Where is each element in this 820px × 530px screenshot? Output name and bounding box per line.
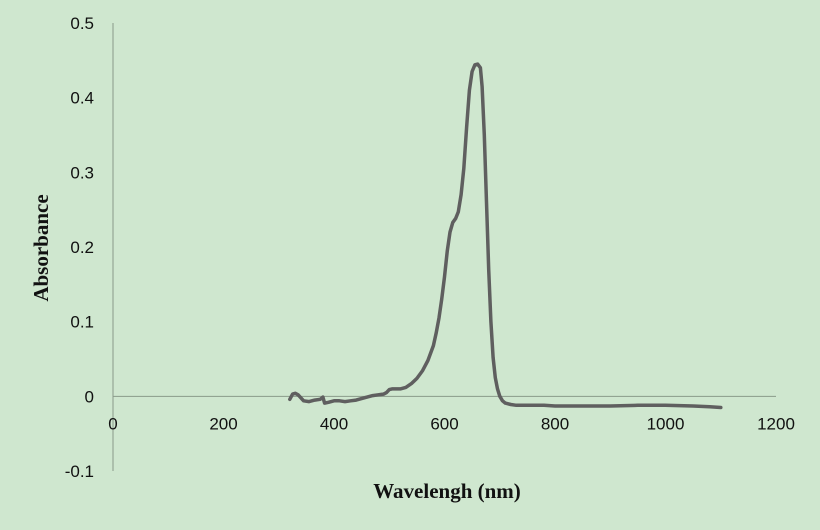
tick-labels: 0 200 400 600 800 1000 1200 -0.1 0 0.1 0.2 0.3 0.4 0.… xyxy=(65,14,795,481)
absorbance-series-line xyxy=(288,62,723,410)
x-tick-label: 1200 xyxy=(757,414,795,433)
y-axis-title: Absorbance xyxy=(29,194,53,301)
y-tick-label: 0.2 xyxy=(70,238,94,257)
y-tick-label: -0.1 xyxy=(65,462,94,481)
y-tick-label: 0.5 xyxy=(70,14,94,33)
x-tick-label: 400 xyxy=(320,414,348,433)
y-tick-label: 0.3 xyxy=(70,163,94,182)
x-tick-label: 200 xyxy=(209,414,237,433)
x-tick-label: 1000 xyxy=(647,414,685,433)
y-tick-label: 0.1 xyxy=(70,313,94,332)
y-tick-label: 0 xyxy=(85,387,94,406)
axes xyxy=(112,23,776,471)
y-tick-label: 0.4 xyxy=(70,89,94,108)
x-tick-label: 800 xyxy=(541,414,569,433)
x-tick-label: 600 xyxy=(430,414,458,433)
x-axis-title: Wavelengh (nm) xyxy=(373,479,521,503)
x-tick-label: 0 xyxy=(108,414,117,433)
plot-area xyxy=(288,62,723,410)
